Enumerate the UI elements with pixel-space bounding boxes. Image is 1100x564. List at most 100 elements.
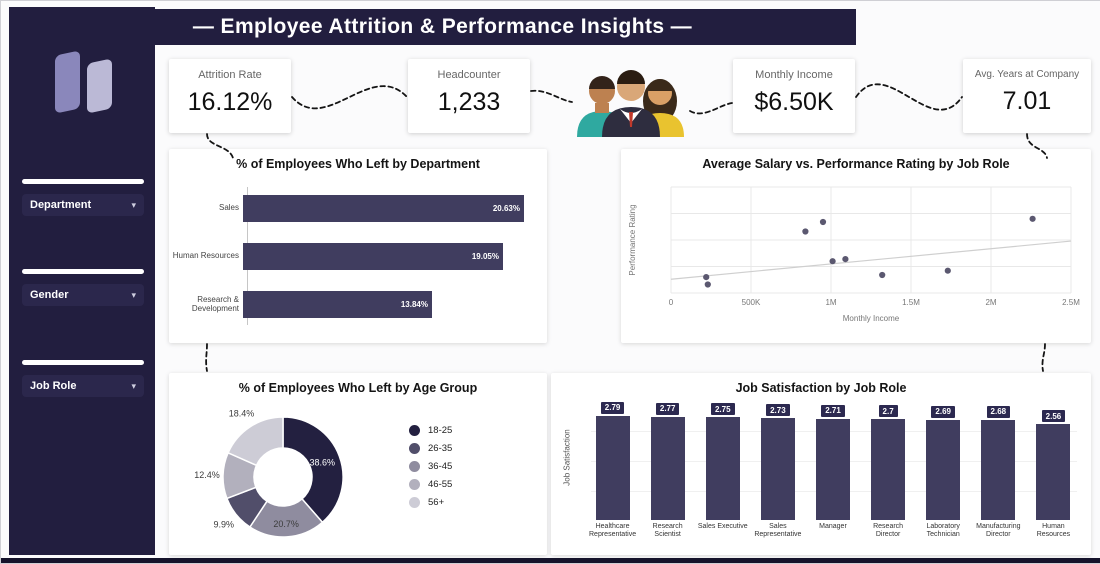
employees-illustration xyxy=(573,51,689,137)
category-label: Research & Development xyxy=(191,294,239,313)
legend-swatch xyxy=(409,479,420,490)
chart-card-salary-performance: Average Salary vs. Performance Rating by… xyxy=(621,149,1091,343)
legend-item[interactable]: 26-35 xyxy=(409,443,452,454)
chart-card-job-satisfaction: Job Satisfaction by Job Role Job Satisfa… xyxy=(551,373,1091,555)
scatter-point[interactable] xyxy=(879,271,886,279)
kpi-value: 16.12% xyxy=(187,88,273,116)
slice-label: 12.4% xyxy=(194,470,220,480)
x-tick-label: 0 xyxy=(669,298,674,307)
slicer-bar xyxy=(22,179,144,184)
y-axis-label: Performance Rating xyxy=(628,204,637,275)
x-tick-label: 500K xyxy=(742,298,761,307)
category-label: Research Director xyxy=(873,523,904,539)
donut-legend: 18-25 26-35 36-45 46-55 56+ xyxy=(409,425,452,515)
person-center xyxy=(602,70,660,137)
slice-label: 9.9% xyxy=(213,520,234,530)
kpi-label: Avg. Years at Company xyxy=(974,69,1080,80)
category-label: Manager xyxy=(819,523,847,530)
x-tick-label: 1.5M xyxy=(902,298,920,307)
job-bar[interactable] xyxy=(871,419,906,520)
kpi-card-headcounter: Headcounter 1,233 xyxy=(408,59,530,133)
category-label: Human Resources xyxy=(1036,523,1071,539)
category-label: Laboratory Technician xyxy=(926,523,960,539)
job-bar-column: 2.73 Sales Representative xyxy=(750,404,805,547)
job-bar[interactable] xyxy=(815,418,850,520)
logo-shape xyxy=(55,50,80,114)
kpi-card-attrition-rate: Attrition Rate 16.12% xyxy=(169,59,291,133)
kpi-value: $6.50K xyxy=(754,88,834,116)
job-bar-column: 2.7 Research Director xyxy=(861,405,916,547)
legend-item[interactable]: 46-55 xyxy=(409,479,452,490)
trend-line xyxy=(670,240,1072,280)
job-bar[interactable] xyxy=(760,418,795,520)
job-bar[interactable] xyxy=(705,417,740,520)
chart-card-age-group: % of Employees Who Left by Age Group 38.… xyxy=(169,373,547,555)
scatter-point[interactable] xyxy=(1029,215,1036,222)
bar-value-label: 2.75 xyxy=(710,403,735,416)
legend-item[interactable]: 56+ xyxy=(409,497,452,508)
scatter-point[interactable] xyxy=(829,258,836,265)
category-label: Manufacturing Director xyxy=(976,523,1021,539)
dashed-connector xyxy=(1041,343,1046,372)
chart-title: Average Salary vs. Performance Rating by… xyxy=(702,157,1010,171)
donut-slice[interactable] xyxy=(282,416,344,524)
legend-label: 46-55 xyxy=(428,479,453,490)
bar-value-label: 20.63% xyxy=(492,203,520,213)
dept-bar[interactable]: 20.63% xyxy=(243,194,524,222)
kpi-label: Attrition Rate xyxy=(198,69,262,81)
x-axis-label: Monthly Income xyxy=(843,314,900,323)
donut-slice[interactable] xyxy=(227,416,284,467)
bar-value-label: 2.56 xyxy=(1041,410,1066,423)
job-bar[interactable] xyxy=(595,415,630,520)
slicer-bar xyxy=(22,269,144,274)
dashboard-title: — Employee Attrition & Performance Insig… xyxy=(192,15,693,38)
category-label: Sales Executive xyxy=(697,523,748,530)
job-bar-column: 2.75 Sales Executive xyxy=(695,403,750,547)
legend-item[interactable]: 36-45 xyxy=(409,461,452,472)
slice-label: 20.7% xyxy=(273,519,299,529)
scatter-point[interactable] xyxy=(842,256,849,263)
kpi-label: Headcounter xyxy=(437,69,501,81)
x-tick-label: 2.5M xyxy=(1062,298,1080,307)
scatter-point[interactable] xyxy=(944,267,951,274)
job-bar[interactable] xyxy=(926,419,961,520)
dashed-connector xyxy=(855,83,963,111)
legend-item[interactable]: 18-25 xyxy=(409,425,452,436)
bar-value-label: 2.68 xyxy=(986,405,1011,418)
logo xyxy=(43,41,125,125)
department-bar-chart: Sales 20.63% Human Resources 19.05% Research… xyxy=(169,183,547,333)
kpi-card-monthly-income: Monthly Income $6.50K xyxy=(733,59,855,133)
job-bar-column: 2.68 Manufacturing Director xyxy=(971,405,1026,547)
legend-label: 26-35 xyxy=(428,443,453,454)
job-satisfaction-bar-chart: 2.79 Healthcare Representative 2.77 Researc… xyxy=(585,401,1081,547)
kpi-label: Monthly Income xyxy=(755,69,833,81)
people-icon xyxy=(577,70,684,137)
salary-performance-scatter: 0 500K 1M 1.5M 2M 2.5M Monthly Income Performan… xyxy=(628,186,1080,323)
chart-title: % of Employees Who Left by Department xyxy=(236,157,480,171)
title-bar: — Employee Attrition & Performance Insig… xyxy=(29,9,856,45)
bar-value-label: 2.69 xyxy=(931,405,955,418)
age-group-donut: 38.6% 20.7% 9.9% 12.4% 18.4% xyxy=(194,408,344,538)
filter-gender[interactable]: Gender ▾ xyxy=(22,269,144,306)
category-label: Human Resources xyxy=(172,251,239,261)
filter-job-role[interactable]: Job Role ▾ xyxy=(22,360,144,397)
y-axis-label: Job Satisfaction xyxy=(562,429,572,486)
category-label: Sales xyxy=(218,203,239,213)
scatter-point[interactable] xyxy=(802,228,809,235)
job-bar-column: 2.77 Research Scientist xyxy=(640,402,695,547)
job-bar[interactable] xyxy=(650,416,685,520)
legend-swatch xyxy=(409,443,420,454)
bar-value-label: 2.73 xyxy=(766,404,790,417)
job-bar-column: 2.56 Human Resources xyxy=(1026,410,1081,547)
job-bar[interactable] xyxy=(981,419,1016,520)
scatter-point[interactable] xyxy=(819,218,827,226)
kpi-card-avg-years: Avg. Years at Company 7.01 xyxy=(963,59,1091,133)
job-bar-column: 2.69 Laboratory Technician xyxy=(916,405,971,547)
scatter-point[interactable] xyxy=(703,274,710,281)
dept-bar[interactable]: 13.84% xyxy=(243,290,432,318)
scatter-point[interactable] xyxy=(704,281,711,288)
dept-bar[interactable]: 19.05% xyxy=(243,242,503,270)
job-bar[interactable] xyxy=(1036,424,1071,520)
filter-department[interactable]: Department ▾ xyxy=(22,179,144,216)
